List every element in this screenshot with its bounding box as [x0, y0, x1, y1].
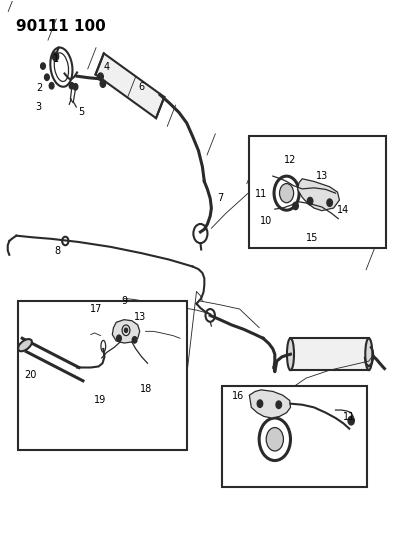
Ellipse shape [365, 338, 372, 370]
Circle shape [117, 335, 121, 342]
Text: 11: 11 [343, 413, 355, 423]
Text: 14: 14 [337, 205, 349, 215]
Text: 18: 18 [140, 384, 152, 394]
Polygon shape [290, 338, 369, 370]
Text: 12: 12 [284, 155, 297, 165]
Text: 9: 9 [121, 296, 127, 306]
Circle shape [98, 73, 103, 80]
Text: 3: 3 [35, 102, 41, 112]
Circle shape [132, 337, 137, 343]
Text: 11: 11 [255, 189, 267, 199]
Circle shape [69, 83, 74, 89]
Polygon shape [250, 390, 290, 418]
Text: 5: 5 [78, 107, 84, 117]
Ellipse shape [18, 339, 32, 351]
Text: 1: 1 [53, 54, 59, 63]
Circle shape [125, 328, 128, 333]
Bar [222, 386, 367, 487]
Polygon shape [112, 320, 140, 343]
Text: 20: 20 [24, 370, 36, 381]
Circle shape [279, 183, 294, 203]
Text: 10: 10 [260, 216, 272, 226]
Circle shape [307, 197, 313, 205]
Text: 15: 15 [306, 233, 318, 243]
Text: 4: 4 [103, 62, 110, 72]
Text: 90111 100: 90111 100 [17, 19, 106, 34]
Circle shape [44, 74, 49, 80]
Circle shape [40, 63, 45, 69]
Ellipse shape [287, 338, 294, 370]
Text: 8: 8 [54, 246, 61, 255]
Text: 6: 6 [139, 82, 145, 92]
Polygon shape [95, 53, 164, 118]
Circle shape [100, 80, 106, 87]
Bar [250, 136, 386, 248]
Text: 13: 13 [316, 171, 328, 181]
Circle shape [49, 83, 54, 89]
Text: 16: 16 [231, 391, 244, 401]
Text: 19: 19 [94, 395, 107, 406]
Text: 2: 2 [37, 83, 43, 93]
Circle shape [52, 52, 59, 61]
Text: 7: 7 [217, 193, 223, 204]
Polygon shape [298, 179, 340, 211]
Circle shape [327, 199, 332, 206]
Circle shape [266, 427, 283, 451]
Circle shape [73, 84, 78, 90]
Text: 13: 13 [134, 312, 146, 322]
Text: 17: 17 [90, 304, 103, 314]
Circle shape [276, 401, 281, 408]
Circle shape [348, 416, 354, 425]
Circle shape [257, 400, 263, 407]
Circle shape [293, 202, 298, 209]
Bar [18, 301, 187, 450]
